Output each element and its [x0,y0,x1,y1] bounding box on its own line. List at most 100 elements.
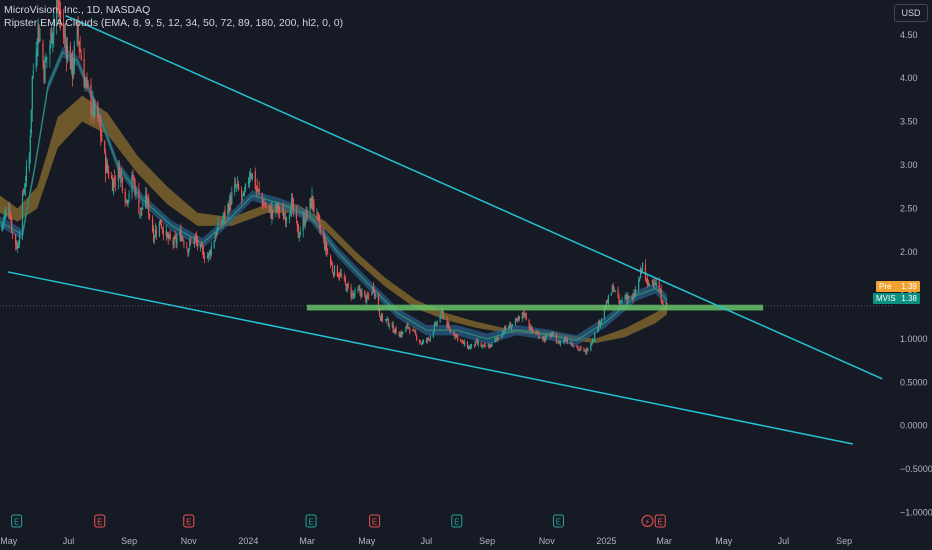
candle-body [408,327,410,328]
candle-body [158,221,160,237]
upper-trendline [65,14,883,380]
candle-body [635,289,637,295]
earnings-icon [94,514,106,528]
candle-body [106,161,108,173]
dividend-lightning-icon [641,515,654,527]
candle-body [323,231,325,239]
price-axis[interactable]: 4.504.003.503.002.502.001.501.00000.5000… [900,30,932,518]
candle-body [320,229,322,231]
candle-body [135,188,137,194]
candle-body [653,283,655,285]
time-tick-label: 2025 [596,536,616,546]
candle-body [642,262,644,271]
candle-body [249,174,251,178]
candle-body [339,273,341,276]
candle-body [71,52,73,78]
candle-body [578,349,580,351]
candle-body [28,155,30,169]
candle-body [353,294,355,296]
candle-body [160,224,162,228]
candle-body [124,191,126,203]
currency-button[interactable]: USD [894,4,928,22]
earnings-icon [305,514,317,528]
candle-body [264,203,266,207]
candle-body [298,236,300,238]
candle-body [361,291,363,298]
candle-body [340,274,342,276]
candle-body [270,207,272,219]
candle-body [351,292,353,298]
candle-body [324,238,326,250]
price-tick-label: 4.50 [900,30,918,40]
candle-body [524,313,526,316]
candle-body [665,302,667,305]
candle-body [621,300,623,302]
earnings-letter: E [454,518,459,527]
candle-body [494,339,496,343]
candle-body [368,295,370,297]
candle-body [114,182,116,184]
candle-body [234,183,236,193]
candle-body [313,205,315,211]
candle-body [450,331,452,333]
candle-body [91,111,93,114]
candle-body [36,47,38,57]
candle-body [58,0,60,12]
candle-body [172,239,174,245]
candle-body [99,115,101,126]
candle-body [571,343,573,346]
candle-body [52,33,54,45]
symbol-title[interactable]: MicroVision, Inc., 1D, NASDAQ [4,4,151,16]
candle-body [169,234,171,239]
candle-body [186,246,188,248]
candle-body [208,251,210,256]
candle-body [427,337,429,339]
candle-body [194,237,196,243]
candle-body [599,321,601,326]
candle-body [258,188,260,192]
candle-body [646,278,649,284]
candle-body [558,341,561,345]
candle-body [391,324,393,326]
candle-body [359,288,361,292]
candle-body [639,278,641,281]
candle-body [24,183,26,188]
candle-body [536,333,538,334]
candle-body [174,235,176,238]
candle-body [619,301,621,304]
candle-body [409,328,411,332]
candle-body [282,209,284,211]
candle-body [400,332,402,337]
candle-body [535,332,537,335]
candle-body [523,314,525,316]
candle-body [603,308,605,320]
candle-body [63,22,65,37]
candle-body [469,346,472,349]
candle-body [193,242,195,244]
candle-body [553,332,555,335]
time-axis[interactable]: May Jul Sep Nov 2024 Mar May Jul Sep Nov 2025 Mar Ma… [0,536,852,546]
candle-body [489,344,491,348]
candle-body [32,70,34,74]
candle-body [483,344,485,346]
candle-body [545,336,547,341]
candle-body [555,334,558,344]
candle-body [529,326,531,331]
candle-body [633,293,635,298]
candle-body [626,295,628,300]
indicator-title[interactable]: Ripster EMA Clouds (EMA, 8, 9, 5, 12, 34… [4,17,344,29]
earnings-icon [552,514,564,528]
candle-body [153,229,155,242]
candle-body [373,286,375,291]
support-band [306,304,764,311]
premarket-value: 1.39 [901,282,917,291]
candle-body [127,199,129,205]
candle-body [446,316,448,328]
candle-body [509,323,511,328]
candle-body [532,330,534,332]
candle-body [505,326,507,330]
candle-body [90,84,92,113]
candle-body [11,218,13,232]
